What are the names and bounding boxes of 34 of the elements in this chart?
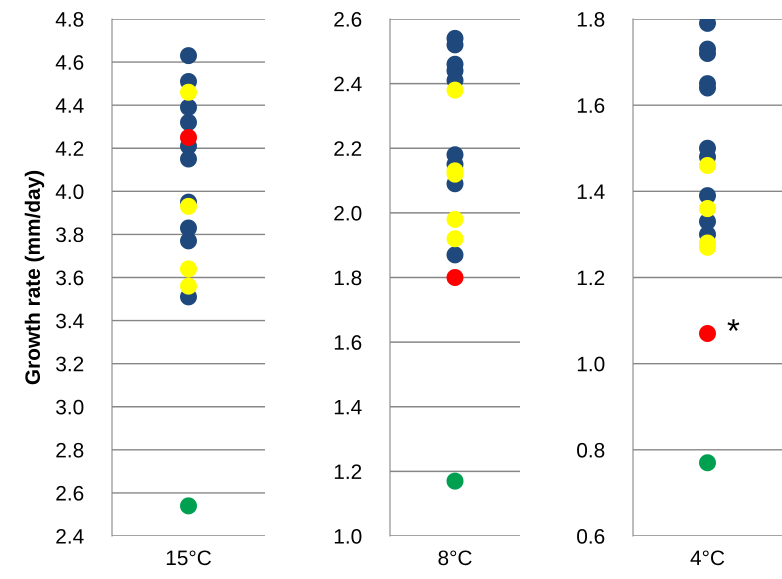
y-tick-label: 3.6 <box>56 270 84 286</box>
y-tick-label: 2.4 <box>334 76 362 92</box>
y-tick-label: 1.4 <box>334 400 362 414</box>
y-tick-label: 3.8 <box>56 227 84 242</box>
y-tick-label: 2.4 <box>56 529 84 544</box>
y-tick-label: 1.0 <box>578 356 604 372</box>
y-tick-label: 2.6 <box>334 12 362 27</box>
y-tick-label: 1.8 <box>578 12 604 27</box>
y-tick-label: 4.0 <box>56 184 84 200</box>
y-tick-label: 4.8 <box>56 12 84 27</box>
y-tick-label: 1.6 <box>578 98 604 113</box>
y-tick-label: 0.8 <box>577 442 604 458</box>
x-tick-label: 4°C <box>690 550 724 566</box>
y-tick-label: 1.2 <box>578 270 604 286</box>
y-tick-label: 4.2 <box>56 141 84 156</box>
y-tick-label: 2.6 <box>56 486 84 501</box>
y-tick-label: 1.4 <box>578 184 605 199</box>
y-tick-label: 2.2 <box>334 141 362 156</box>
y-axis-title: Growth rate (mm/day) <box>24 170 44 384</box>
x-tick-label: 15°C <box>166 550 211 566</box>
y-tick-label: 1.6 <box>334 335 362 350</box>
y-tick-label: 1.0 <box>334 529 362 544</box>
y-tick-label: 4.4 <box>56 98 84 113</box>
y-tick-label: 1.2 <box>334 464 362 479</box>
y-tick-label: 3.0 <box>56 400 84 415</box>
y-tick-label: 3.4 <box>56 314 84 328</box>
y-tick-label: 0.6 <box>577 529 604 544</box>
y-tick-label: 1.8 <box>334 270 362 286</box>
y-tick-label: 2.8 <box>56 442 84 458</box>
y-tick-label: 3.2 <box>56 356 84 372</box>
y-tick-label: 2.0 <box>334 206 362 221</box>
annotation: * <box>727 319 740 331</box>
y-tick-label: 4.6 <box>56 55 84 70</box>
x-tick-label: 8°C <box>438 550 472 566</box>
